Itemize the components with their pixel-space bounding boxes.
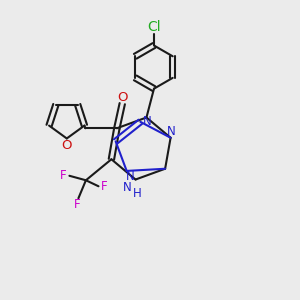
Text: N: N [123, 182, 131, 194]
Text: Cl: Cl [147, 20, 161, 34]
Text: F: F [74, 198, 80, 211]
Text: O: O [61, 140, 71, 152]
Text: F: F [60, 169, 67, 182]
Text: N: N [167, 124, 176, 138]
Text: O: O [118, 91, 128, 103]
Text: N: N [142, 115, 151, 128]
Text: N: N [126, 170, 135, 183]
Text: H: H [133, 187, 141, 200]
Text: F: F [100, 180, 107, 193]
